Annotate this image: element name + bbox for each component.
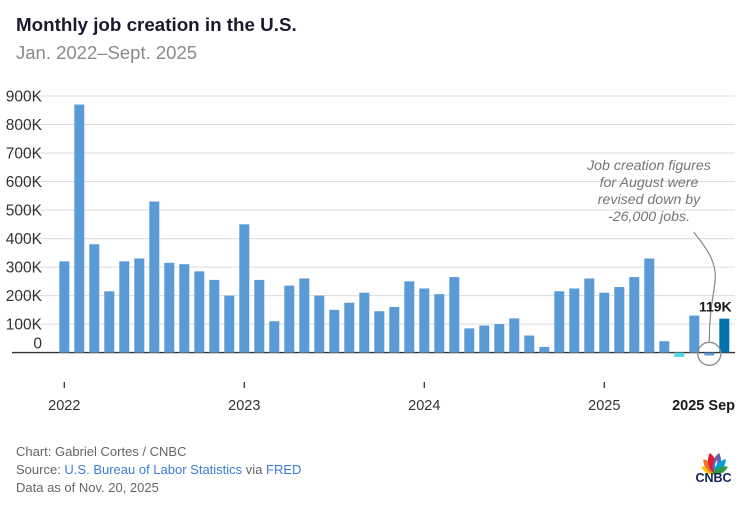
svg-text:600K: 600K [6,174,43,191]
svg-text:200K: 200K [6,288,43,305]
svg-text:revised down by: revised down by [598,192,701,208]
svg-text:2022: 2022 [48,398,80,414]
svg-text:400K: 400K [6,231,43,248]
svg-text:2025: 2025 [588,398,620,414]
svg-text:700K: 700K [6,146,43,163]
svg-text:119K: 119K [699,299,732,315]
svg-text:Job creation figures: Job creation figures [586,158,711,174]
svg-text:100K: 100K [6,317,43,334]
svg-text:0: 0 [33,336,42,353]
svg-text:CNBC: CNBC [695,471,731,485]
svg-text:300K: 300K [6,260,43,277]
svg-text:2023: 2023 [228,398,260,414]
svg-text:900K: 900K [6,89,43,106]
svg-text:800K: 800K [6,117,43,134]
svg-text:-26,000 jobs.: -26,000 jobs. [608,209,690,225]
svg-text:2025 Sep: 2025 Sep [672,398,735,414]
svg-text:2024: 2024 [408,398,440,414]
svg-text:for August were: for August were [600,175,699,191]
svg-text:500K: 500K [6,203,43,220]
